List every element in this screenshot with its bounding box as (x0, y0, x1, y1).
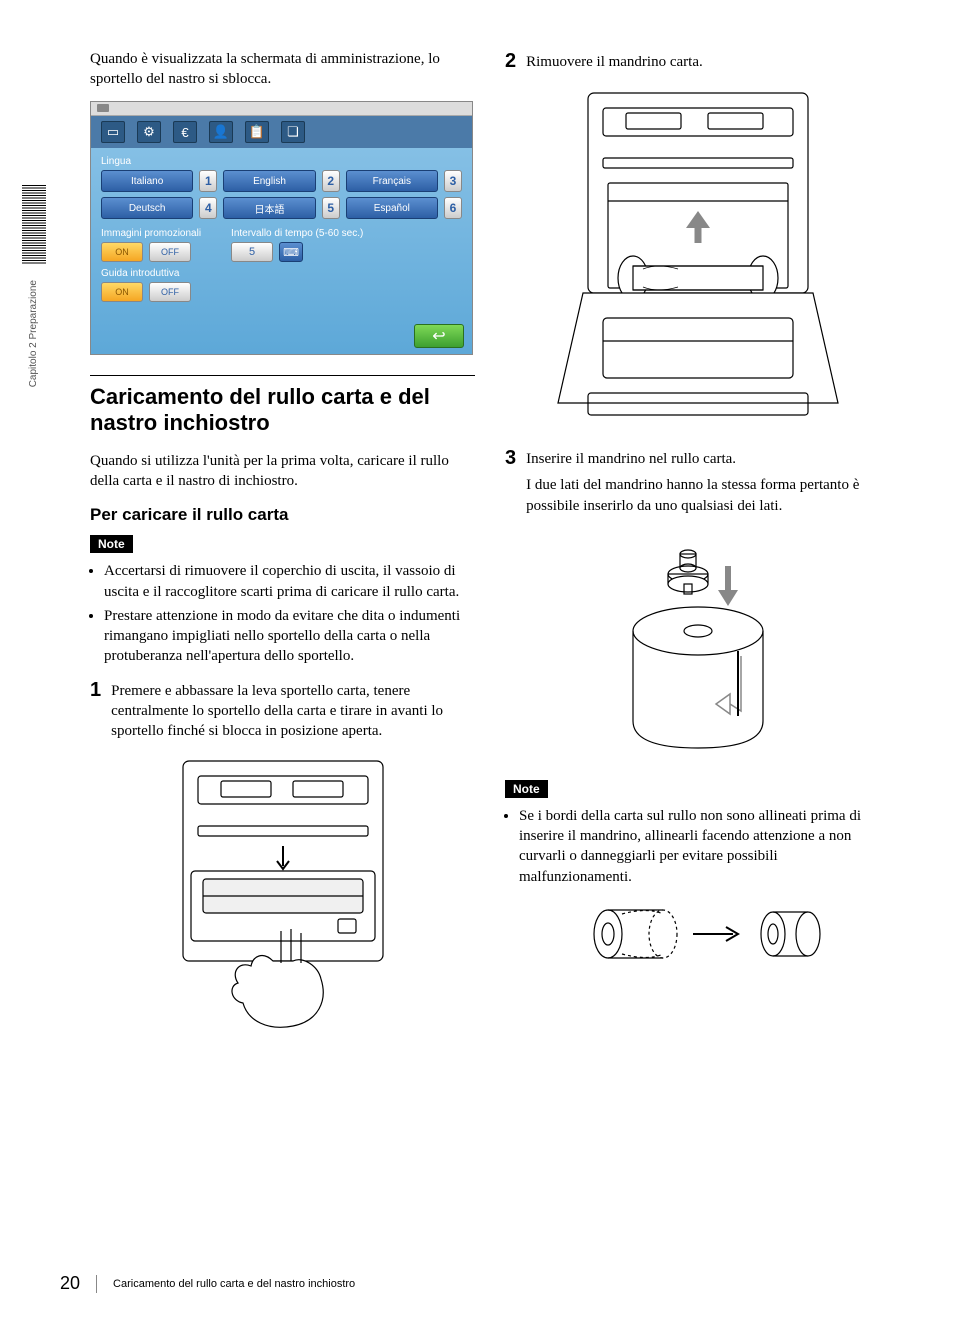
lang-number[interactable]: 6 (444, 197, 462, 219)
toolbar-icon: ⚙ (137, 121, 161, 143)
step-text: Inserire il mandrino nel rullo carta. (526, 449, 890, 469)
label-promo: Immagini promozionali (101, 228, 201, 239)
step-number: 3 (505, 447, 516, 526)
note-bullet: Prestare attenzione in modo da evitare c… (104, 606, 475, 667)
page-number: 20 (60, 1273, 80, 1294)
lang-number[interactable]: 4 (199, 197, 217, 219)
figure-open-door (90, 751, 475, 1051)
toolbar-icon: 📋 (245, 121, 269, 143)
step-text: Premere e abbassare la leva sportello ca… (111, 679, 475, 742)
step-body: I due lati del mandrino hanno la stessa … (526, 475, 890, 516)
toolbar-icon: ▭ (101, 121, 125, 143)
label-lingua: Lingua (101, 156, 462, 167)
lang-button[interactable]: Italiano (101, 170, 193, 192)
lang-button[interactable]: 日本語 (223, 197, 315, 219)
toggle-off[interactable]: OFF (149, 242, 191, 262)
note-badge: Note (90, 535, 133, 553)
figure-align-edges (505, 899, 890, 969)
label-guida: Guida introduttiva (101, 268, 462, 279)
toolbar-icon: € (173, 121, 197, 143)
toolbar-icon: 👤 (209, 121, 233, 143)
lang-number[interactable]: 1 (199, 170, 217, 192)
intro-text: Quando è visualizzata la schermata di am… (90, 50, 475, 89)
toggle-on[interactable]: ON (101, 282, 143, 302)
lang-button[interactable]: English (223, 170, 315, 192)
step-number: 2 (505, 50, 516, 73)
interval-value: 5 (231, 242, 273, 262)
label-interval: Intervallo di tempo (5-60 sec.) (231, 228, 363, 239)
lang-button[interactable]: Français (346, 170, 438, 192)
toggle-off[interactable]: OFF (149, 282, 191, 302)
chapter-tab: Capitolo 2 Preparazione (28, 280, 39, 387)
figure-insert-spindle (505, 536, 890, 766)
lang-button[interactable]: Deutsch (101, 197, 193, 219)
note-bullet: Se i bordi della carta sul rullo non son… (519, 806, 890, 887)
figure-remove-spindle (505, 83, 890, 433)
footer-title: Caricamento del rullo carta e del nastro… (113, 1278, 355, 1290)
toggle-on[interactable]: ON (101, 242, 143, 262)
return-button[interactable]: ↩ (414, 324, 464, 348)
note-bullet: Accertarsi di rimuovere il coperchio di … (104, 561, 475, 602)
keypad-icon[interactable]: ⌨ (279, 242, 303, 262)
step-number: 1 (90, 679, 101, 742)
admin-screenshot: ▭ ⚙ € 👤 📋 ❏ Lingua Italiano 1 English 2 … (90, 101, 473, 355)
lang-number[interactable]: 2 (322, 170, 340, 192)
lang-number[interactable]: 5 (322, 197, 340, 219)
note-badge: Note (505, 780, 548, 798)
toolbar-icon: ❏ (281, 121, 305, 143)
section-heading: Caricamento del rullo carta e del nastro… (90, 384, 475, 437)
lang-number[interactable]: 3 (444, 170, 462, 192)
subheading: Per caricare il rullo carta (90, 505, 475, 525)
section-body: Quando si utilizza l'unità per la prima … (90, 451, 475, 492)
step-text: Rimuovere il mandrino carta. (526, 50, 703, 73)
lang-button[interactable]: Español (346, 197, 438, 219)
